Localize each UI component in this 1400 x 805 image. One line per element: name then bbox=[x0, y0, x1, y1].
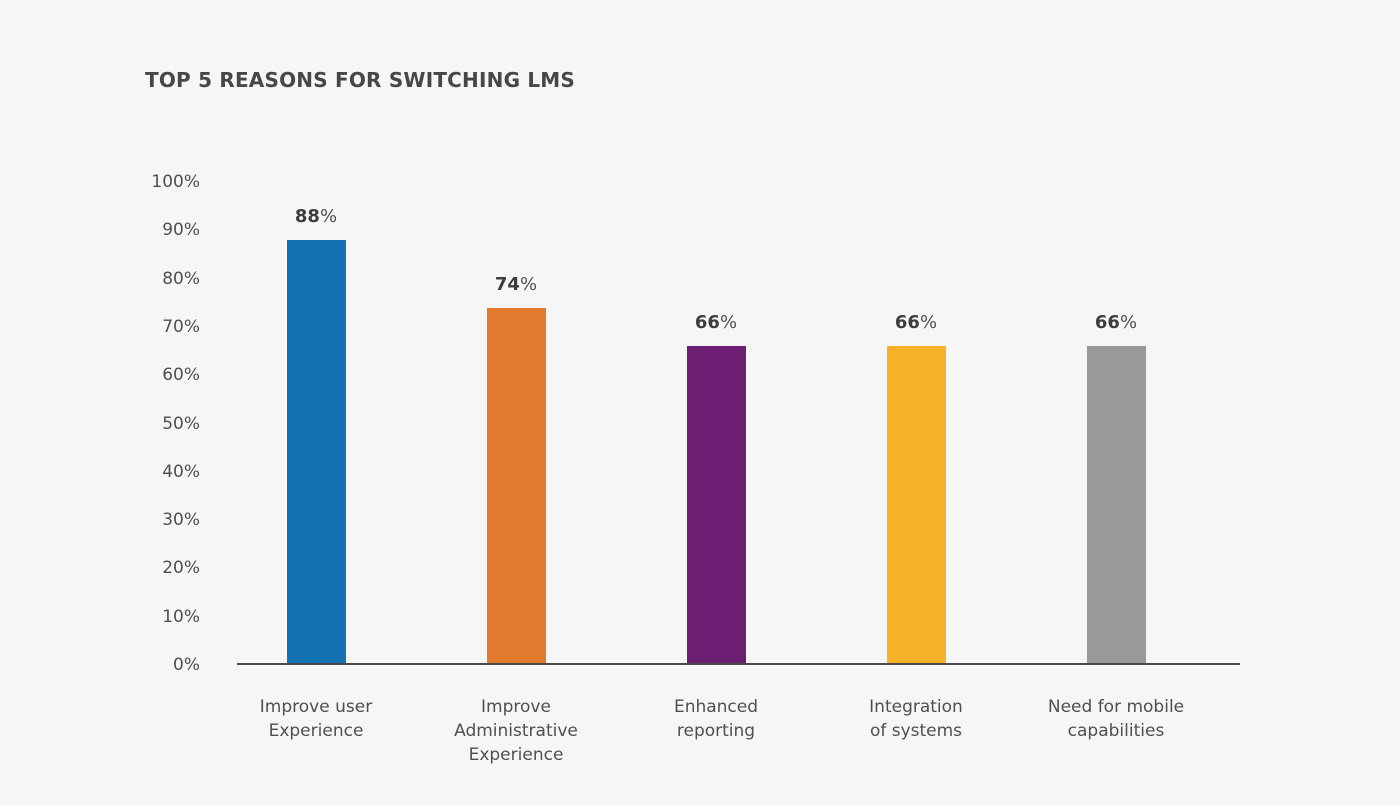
bar-value-percent-sign: % bbox=[519, 274, 538, 295]
y-tick-60%: 60% bbox=[162, 365, 200, 386]
y-tick-70%: 70% bbox=[162, 316, 200, 337]
category-label-2: Enhanced reporting bbox=[673, 697, 759, 741]
plot-area: 88% 74% 66% 66% 66% bbox=[237, 182, 1240, 665]
bar-value-label-3: 66% bbox=[856, 311, 976, 335]
bar-value-number: 66 bbox=[694, 312, 720, 333]
bar-value-percent-sign: % bbox=[319, 206, 338, 227]
y-tick-20%: 20% bbox=[162, 558, 200, 579]
bar-value-number: 66 bbox=[894, 312, 920, 333]
y-tick-40%: 40% bbox=[162, 461, 200, 482]
chart-title: TOP 5 REASONS FOR SWITCHING LMS bbox=[145, 68, 575, 92]
bar-value-percent-sign: % bbox=[919, 312, 938, 333]
y-tick-50%: 50% bbox=[162, 413, 200, 434]
bar-1 bbox=[486, 308, 546, 665]
bar-value-percent-sign: % bbox=[719, 312, 738, 333]
y-tick-30%: 30% bbox=[162, 510, 200, 531]
x-axis-line bbox=[237, 663, 1240, 665]
x-axis-category-labels: Improve user Experience Improve Administr… bbox=[0, 695, 1400, 805]
y-tick-10%: 10% bbox=[162, 606, 200, 627]
bar-3 bbox=[886, 346, 946, 665]
category-label-0: Improve user Experience bbox=[259, 697, 373, 741]
bar-value-label-2: 66% bbox=[656, 311, 776, 335]
bar-value-label-0: 88% bbox=[256, 205, 376, 229]
bar-value-percent-sign: % bbox=[1119, 312, 1138, 333]
y-tick-80%: 80% bbox=[162, 268, 200, 289]
y-tick-100%: 100% bbox=[151, 172, 200, 192]
bar-0 bbox=[286, 240, 346, 665]
category-label-4: Need for mobile capabilities bbox=[1047, 697, 1185, 741]
y-tick-90%: 90% bbox=[162, 220, 200, 241]
bar-value-label-4: 66% bbox=[1056, 311, 1176, 335]
category-label-3: Integration of systems bbox=[869, 697, 963, 741]
bar-4 bbox=[1086, 346, 1146, 665]
y-tick-0%: 0% bbox=[173, 655, 200, 675]
category-label-1: Improve Administrative Experience bbox=[454, 697, 578, 765]
bar-value-number: 88 bbox=[294, 206, 320, 227]
bar-value-number: 66 bbox=[1094, 312, 1120, 333]
y-axis-tick-labels: 100% 90% 80% 70% 60% 50% 40% 30% 20% 10% 0% bbox=[130, 0, 200, 805]
bar-2 bbox=[686, 346, 746, 665]
bar-value-label-1: 74% bbox=[456, 273, 576, 297]
bar-value-number: 74 bbox=[494, 274, 520, 295]
